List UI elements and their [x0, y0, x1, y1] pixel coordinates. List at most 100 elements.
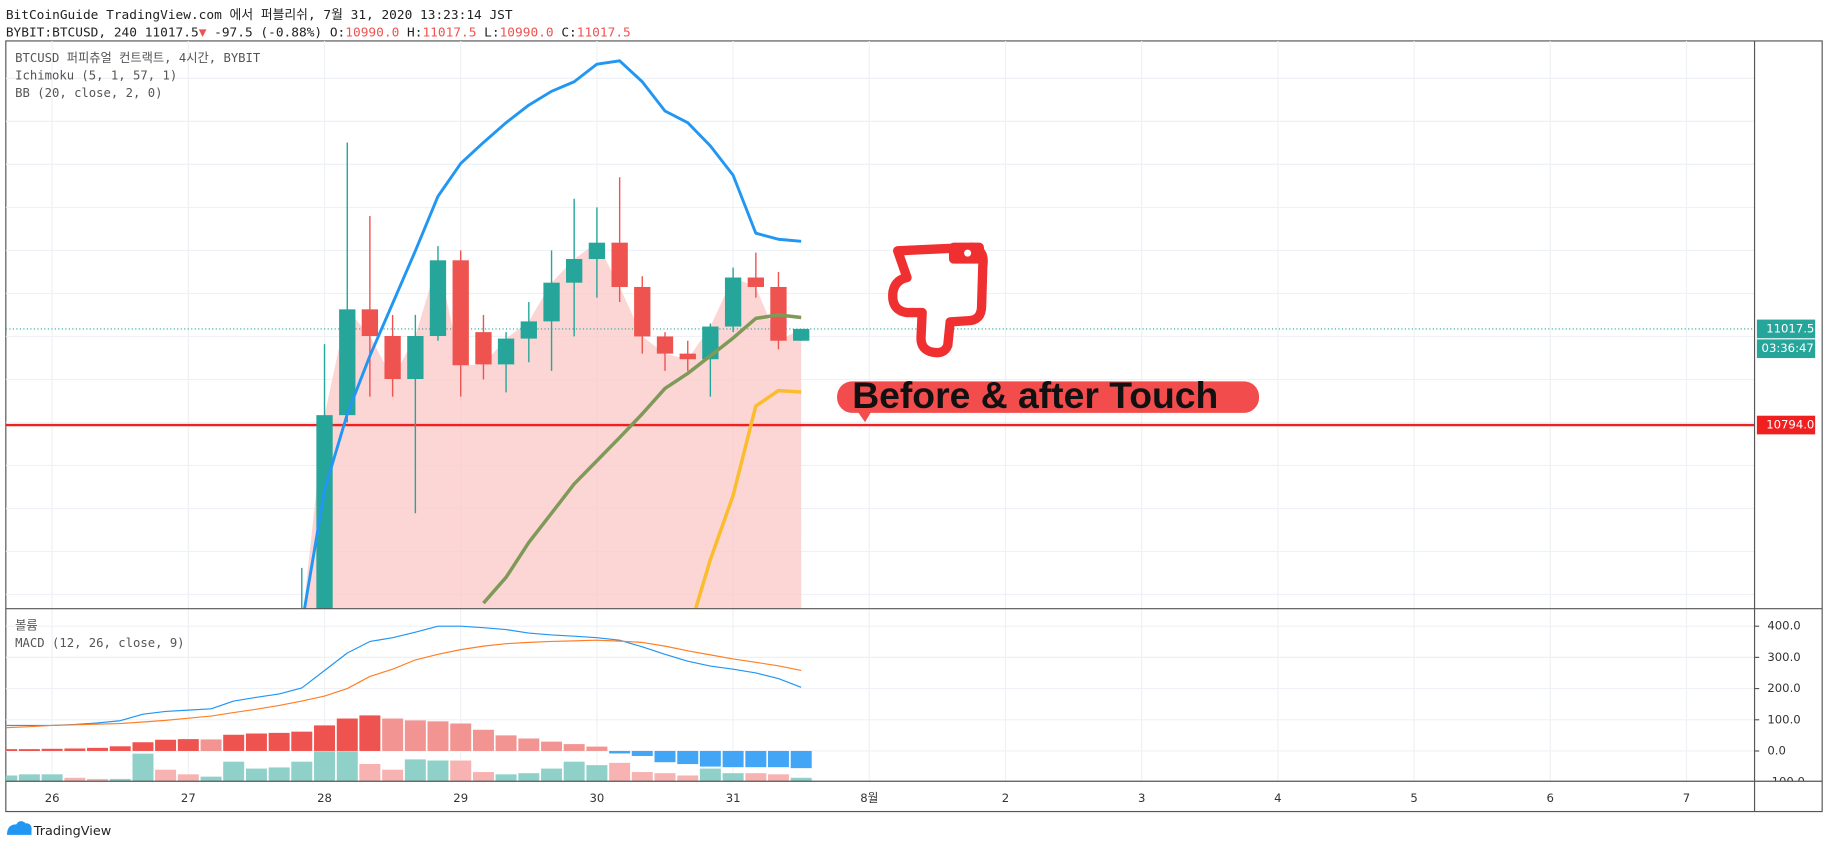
annotation: Before & after Touch — [837, 374, 1260, 423]
volume-bar — [155, 769, 177, 782]
volume-bar — [382, 769, 404, 782]
macd-line — [6, 625, 802, 726]
macd-histogram-bar — [223, 734, 245, 751]
macd-histogram-bar — [41, 748, 63, 751]
x-tick-label: 5 — [1410, 791, 1417, 805]
volume-bar — [745, 773, 767, 782]
volume-label: 볼륨 — [15, 619, 38, 633]
x-tick-label: 30 — [590, 791, 605, 805]
macd-histogram-bar — [654, 750, 676, 763]
volume-bar — [631, 772, 653, 782]
y-tick-label: 10600.0 — [1767, 501, 1815, 515]
change: -97.5 (-0.88%) — [214, 25, 322, 40]
countdown-bg — [1756, 339, 1816, 359]
indicator-label: Ichimoku (5, 1, 57, 1) — [15, 68, 177, 82]
candle-body — [339, 309, 356, 416]
x-tick-label: 7 — [1683, 791, 1690, 805]
macd-histogram-bar — [132, 742, 154, 751]
y-tick-label: 0.0 — [1767, 743, 1786, 757]
l-label: L: — [484, 25, 499, 40]
volume-bar — [472, 772, 494, 782]
volume-bar — [541, 768, 563, 782]
y-tick-label: 11600.0 — [1767, 71, 1815, 85]
macd-line — [6, 639, 802, 729]
macd-histogram-bar — [336, 718, 358, 751]
volume-bar — [132, 753, 154, 782]
candle-body — [384, 336, 401, 380]
candle-body — [566, 259, 583, 283]
candle-body — [656, 336, 674, 354]
volume-bar — [586, 765, 608, 782]
candle-body — [588, 242, 606, 260]
y-tick-label: 11300.0 — [1767, 200, 1815, 214]
h-value: 11017.5 — [422, 25, 476, 40]
volume-bar — [18, 774, 40, 782]
candle-body — [611, 242, 628, 287]
volume-bar — [177, 774, 199, 782]
macd-histogram-bar — [5, 749, 18, 751]
macd-histogram-bar — [745, 750, 767, 768]
macd-histogram-bar — [155, 739, 177, 751]
y-tick-label: 400.0 — [1767, 619, 1800, 633]
footer-logo: TradingView — [6, 821, 111, 839]
volume-bar — [64, 777, 86, 782]
macd-histogram-bar — [427, 721, 449, 751]
macd-histogram-bar — [177, 739, 199, 751]
macd-histogram-bar — [64, 748, 86, 751]
macd-histogram-bar — [86, 747, 108, 751]
macd-histogram-bar — [291, 731, 313, 751]
volume-bar — [5, 775, 18, 782]
volume-bar — [677, 775, 699, 782]
volume-bar — [495, 774, 517, 782]
x-tick-label: 29 — [453, 791, 468, 805]
macd-histogram-bar — [18, 749, 40, 751]
x-tick-label: 2 — [1002, 791, 1009, 805]
macd-histogram-bar — [518, 738, 540, 751]
candle-body — [407, 336, 424, 380]
macd-histogram-bar — [359, 715, 381, 751]
bb-line — [693, 388, 802, 609]
macd-histogram-bar — [495, 735, 517, 751]
macd-histogram-bar — [609, 750, 631, 754]
y-tick-label: 100.0 — [1767, 712, 1800, 726]
c-value: 11017.5 — [577, 25, 631, 40]
volume-bar — [722, 773, 744, 782]
candle-body — [520, 321, 537, 339]
macd-pane: 400.0 300.0 200.0 100.0 0.0 -100.0 — [5, 608, 1805, 782]
volume-bar — [336, 751, 358, 782]
candle-body — [543, 282, 560, 322]
macd-histogram-bar — [109, 746, 131, 751]
y-tick-label: 10700.0 — [1767, 458, 1815, 472]
y-tick-label: 11400.0 — [1767, 157, 1815, 171]
x-tick-label: 3 — [1138, 791, 1145, 805]
macd-histogram-bar — [790, 750, 812, 769]
x-tick-label: 26 — [45, 791, 60, 805]
volume-bar — [790, 777, 812, 782]
candle-body — [724, 277, 742, 327]
last: 11017.5 — [145, 25, 199, 40]
candle-body — [793, 328, 810, 341]
macd-histogram-bar — [541, 741, 563, 751]
volume-bar — [245, 768, 267, 782]
volume-bar — [223, 761, 245, 782]
volume-bar — [268, 767, 290, 782]
last-price-label: 11017.5 — [1766, 321, 1814, 335]
y-tick-label: 200.0 — [1767, 681, 1800, 695]
y-tick-label: 10500.0 — [1767, 544, 1815, 558]
macd-histogram-bar — [382, 718, 404, 751]
axes: 26 27 28 29 30 31 8월 2 3 4 5 6 7 10794.0 11017.5 03:36:… — [45, 319, 1816, 805]
x-tick-label: 6 — [1547, 791, 1554, 805]
macd-histogram-bar — [404, 720, 426, 751]
candle-body — [429, 260, 447, 337]
volume-bar — [654, 773, 676, 782]
o-label: O: — [330, 25, 345, 40]
volume-bar — [291, 761, 313, 782]
candle-body — [475, 332, 492, 365]
countdown: 03:36:47 — [1762, 341, 1814, 355]
h-label: H: — [407, 25, 422, 40]
macd-histogram-bar — [722, 750, 744, 768]
candle-body — [452, 260, 469, 366]
macd-histogram-bar — [699, 750, 721, 767]
x-tick-label: 27 — [181, 791, 196, 805]
o-value: 10990.0 — [345, 25, 399, 40]
